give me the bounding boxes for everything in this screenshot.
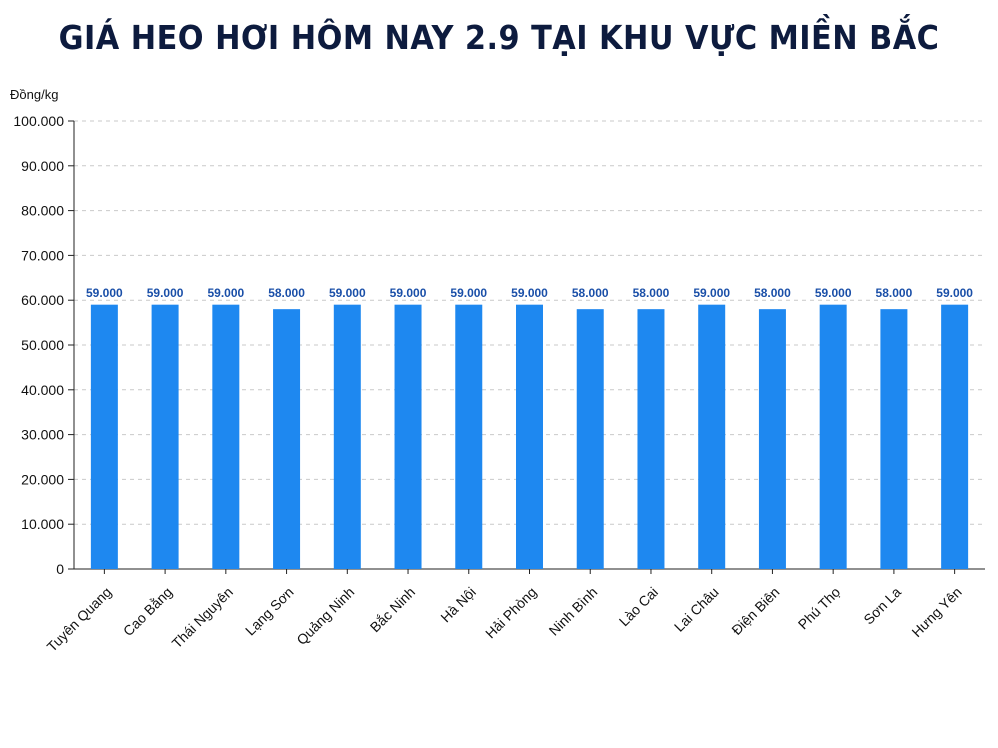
data-label: 59.000 [86,286,123,300]
x-tick-label: Hưng Yên [908,584,964,640]
data-label: 59.000 [207,286,244,300]
bar [819,304,847,569]
bar [90,304,118,569]
x-tick-label: Quảng Ninh [293,584,357,648]
bar [394,304,422,569]
data-label: 59.000 [390,286,427,300]
bar [212,304,240,569]
bar [151,304,179,569]
data-label: 58.000 [268,286,305,300]
bar [758,309,786,569]
bar [698,304,726,569]
data-label: 59.000 [936,286,973,300]
x-tick-label: Sơn La [860,584,904,628]
x-tick-label: Ninh Bình [546,584,601,639]
data-label: 58.000 [572,286,609,300]
bar [576,309,604,569]
x-tick-label: Cao Bằng [120,584,175,639]
y-axis-label: Đồng/kg [10,87,58,102]
bar [637,309,665,569]
y-tick-label: 80.000 [21,203,64,219]
x-tick-label: Điện Biên [728,584,782,638]
chart-title: GIÁ HEO HƠI HÔM NAY 2.9 TẠI KHU VỰC MIỀN… [58,18,940,57]
y-tick-label: 30.000 [21,427,64,443]
data-label: 59.000 [693,286,730,300]
x-tick-label: Hà Nội [437,584,479,626]
data-label: 59.000 [147,286,184,300]
bar [941,304,969,569]
y-tick-label: 20.000 [21,471,64,487]
y-tick-label: 100.000 [13,113,64,129]
bar [516,304,543,569]
y-tick-label: 0 [56,561,64,577]
data-label: 58.000 [876,286,913,300]
x-tick-label: Bắc Ninh [367,584,418,635]
bar [455,304,483,569]
x-tick-label: Tuyên Quang [44,584,115,655]
bar [333,304,361,569]
data-label: 59.000 [329,286,366,300]
y-tick-label: 70.000 [21,247,64,263]
y-tick-label: 40.000 [21,382,64,398]
x-tick-label: Lai Châu [671,584,722,635]
x-tick-label: Hải Phòng [482,584,540,642]
x-tick-label: Phú Thọ [795,584,844,633]
y-tick-label: 90.000 [21,158,64,174]
x-tick-label: Lạng Sơn [242,584,297,639]
data-label: 58.000 [633,286,670,300]
bar [273,309,301,569]
y-tick-label: 60.000 [21,292,64,308]
data-label: 59.000 [511,286,548,300]
y-tick-label: 10.000 [21,516,64,532]
x-tick-label: Thái Nguyên [169,584,236,651]
x-tick-label: Lào Cai [616,584,661,629]
bar [880,309,908,569]
data-label: 59.000 [450,286,487,300]
data-label: 59.000 [815,286,852,300]
y-tick-label: 50.000 [21,337,64,353]
data-label: 58.000 [754,286,791,300]
